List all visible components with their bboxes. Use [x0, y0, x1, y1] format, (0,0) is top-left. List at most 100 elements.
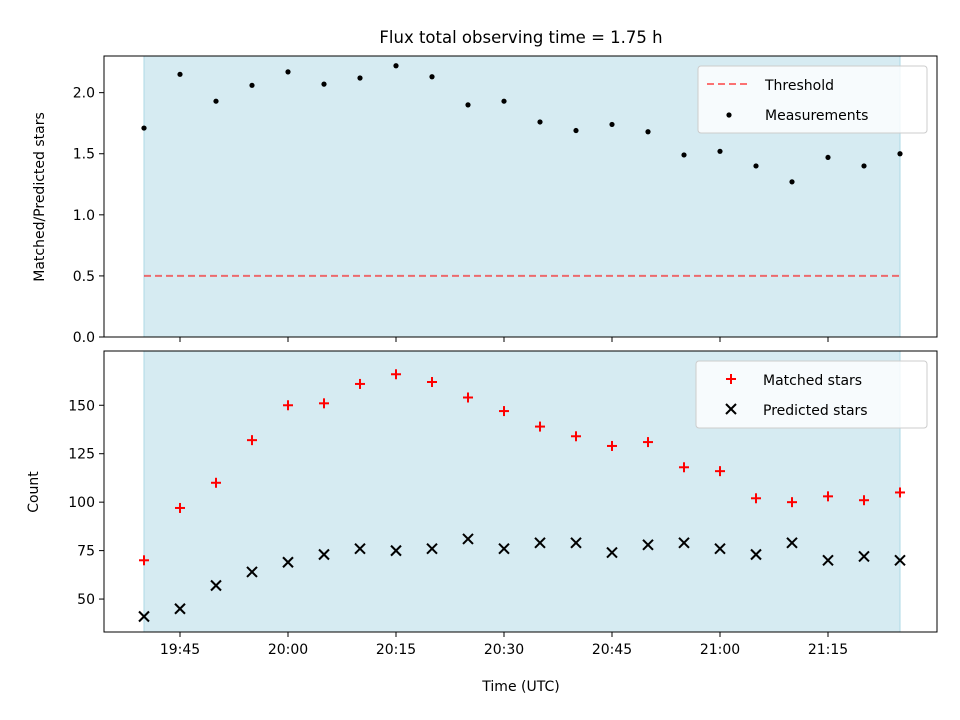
- figure-title: Flux total observing time = 1.75 h: [379, 28, 662, 47]
- measurement-point: [177, 71, 183, 77]
- xtick-label: 21:00: [700, 642, 740, 658]
- matched-star-point: [679, 462, 689, 473]
- measurement-point: [393, 63, 399, 69]
- matched-star-point: [175, 502, 185, 513]
- bottom-ytick-label: 75: [77, 544, 95, 560]
- bottom-legend: Matched stars Predicted stars: [695, 360, 928, 429]
- legend-predicted-swatch: [725, 403, 737, 415]
- measurement-point: [537, 119, 543, 125]
- measurement-point: [429, 74, 435, 80]
- bottom-ylabel: Count: [26, 471, 42, 513]
- measurement-point: [753, 163, 759, 169]
- top-xticks: [179, 337, 829, 342]
- matched-star-point: [859, 495, 869, 506]
- bottom-points-layer: [138, 369, 906, 623]
- bottom-panel: 50 75 100 125 150 19:45 20:00 20:15 20:30 20:45 2…: [26, 350, 938, 658]
- matched-star-point: [499, 406, 509, 417]
- top-axes-frame: [103, 55, 938, 338]
- measurement-point: [861, 163, 867, 169]
- predicted-star-point: [354, 542, 366, 555]
- predicted-star-point: [462, 533, 474, 545]
- matched-star-point: [571, 431, 581, 442]
- measurement-point: [573, 127, 579, 134]
- predicted-star-point: [750, 548, 762, 561]
- legend-matched-label: Matched stars: [763, 373, 862, 389]
- predicted-star-point: [174, 603, 186, 615]
- measurement-point: [897, 151, 903, 157]
- matched-star-point: [247, 435, 257, 446]
- matched-star-point: [607, 440, 617, 451]
- matched-star-point: [643, 437, 653, 448]
- measurement-point: [645, 129, 651, 135]
- matched-star-point: [787, 497, 797, 508]
- predicted-star-point: [714, 542, 726, 555]
- measurement-point: [717, 148, 723, 154]
- legend-measurements-swatch: [726, 112, 732, 118]
- measurement-point: [501, 98, 507, 104]
- measurement-point: [825, 154, 831, 161]
- top-ytick-label: 1.0: [73, 208, 95, 224]
- xtick-label: 21:15: [808, 642, 848, 658]
- top-ytick-label: 0.5: [73, 269, 95, 285]
- matched-star-point: [427, 377, 437, 388]
- xtick-label: 20:30: [484, 642, 524, 658]
- matched-star-point: [895, 487, 905, 498]
- predicted-star-point: [858, 550, 870, 563]
- measurement-point: [321, 81, 327, 87]
- matched-star-point: [535, 421, 545, 432]
- measurement-point: [285, 69, 291, 75]
- predicted-star-point: [282, 556, 294, 568]
- measurement-point: [609, 121, 615, 128]
- legend-matched-swatch: [726, 374, 736, 384]
- top-panel: 0.00.51.01.52.0 Matched/Predicted stars …: [32, 55, 938, 346]
- predicted-star-point: [894, 554, 906, 567]
- top-legend: Threshold Measurements: [697, 65, 928, 134]
- predicted-star-point: [210, 579, 222, 592]
- bottom-ytick-label: 100: [68, 495, 95, 511]
- matched-star-point: [211, 477, 221, 488]
- bottom-ytick-label: 150: [68, 398, 95, 414]
- bottom-legend-box: [695, 360, 928, 429]
- predicted-star-point: [498, 542, 510, 555]
- xtick-label: 19:45: [160, 642, 200, 658]
- measurement-point: [213, 98, 219, 104]
- xtick-label: 20:15: [376, 642, 416, 658]
- predicted-star-point: [822, 554, 834, 567]
- matched-star-point: [823, 491, 833, 502]
- matched-star-point: [751, 493, 761, 504]
- top-ytick-label: 1.5: [73, 147, 95, 163]
- bottom-xticks: 19:45 20:00 20:15 20:30 20:45 21:00 21:15: [160, 632, 848, 658]
- predicted-star-point: [786, 537, 798, 549]
- measurement-point: [789, 179, 795, 185]
- bottom-yticks: 50 75 100 125 150: [68, 398, 104, 608]
- xtick-label: 20:45: [592, 642, 632, 658]
- matched-star-point: [715, 466, 725, 477]
- legend-measurements-label: Measurements: [765, 108, 868, 124]
- matched-star-point: [319, 398, 329, 409]
- x-axis-label: Time (UTC): [481, 679, 559, 695]
- top-ylabel: Matched/Predicted stars: [32, 112, 48, 282]
- matched-star-point: [391, 369, 401, 380]
- predicted-star-point: [138, 610, 150, 623]
- measurement-point: [141, 125, 147, 131]
- measurement-point: [357, 75, 363, 81]
- legend-threshold-label: Threshold: [764, 78, 834, 94]
- bottom-ytick-label: 125: [68, 447, 95, 463]
- predicted-star-point: [246, 566, 258, 578]
- predicted-star-point: [426, 542, 438, 555]
- measurement-point: [681, 152, 687, 158]
- predicted-star-point: [678, 537, 690, 549]
- predicted-star-point: [606, 546, 618, 559]
- predicted-star-point: [642, 539, 654, 551]
- top-yticks: 0.0 0.5 1.0 1.5 2.0: [73, 86, 104, 346]
- top-ytick-label: 2.0: [73, 86, 95, 102]
- bottom-axes-frame: [103, 350, 938, 633]
- matched-star-point: [283, 400, 293, 411]
- predicted-star-point: [318, 548, 330, 561]
- predicted-star-point: [534, 537, 546, 549]
- matched-star-point: [463, 392, 473, 403]
- legend-predicted-label: Predicted stars: [763, 403, 868, 419]
- top-ytick-label: 0.0: [73, 330, 95, 346]
- top-legend-box: [697, 65, 928, 134]
